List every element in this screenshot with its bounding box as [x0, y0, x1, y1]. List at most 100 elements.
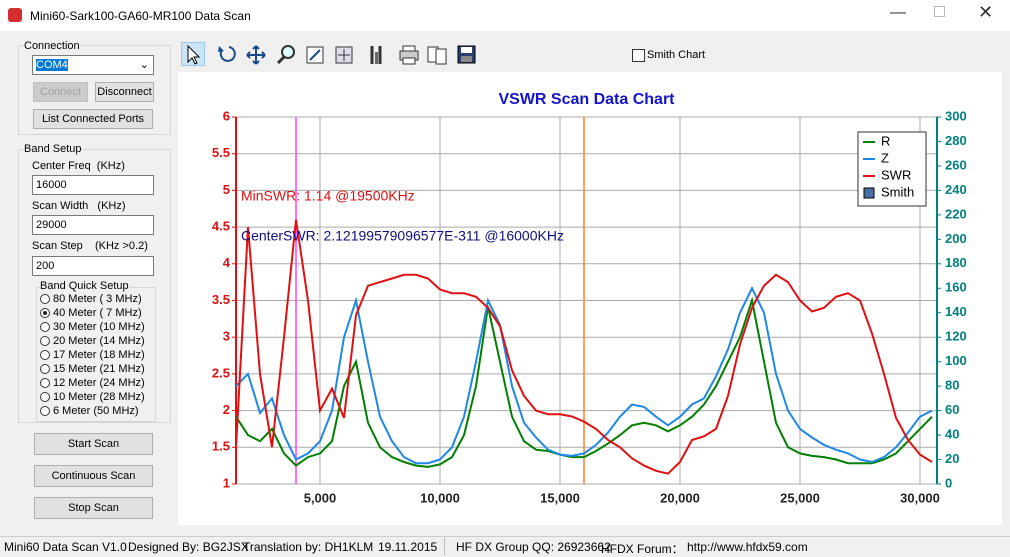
status-bar: [0, 536, 1010, 557]
status-text: HFDX Forum：: [601, 542, 684, 556]
y2-tick-label: 60: [945, 402, 959, 417]
y2-tick-label: 120: [945, 329, 967, 344]
radio-option[interactable]: 15 Meter (21 MHz): [40, 363, 145, 375]
y2-tick-label: 220: [945, 206, 967, 221]
port-value: COM4: [36, 59, 68, 71]
y2-tick-label: 240: [945, 182, 967, 197]
port-select[interactable]: COM4 ⌄: [32, 55, 154, 75]
field-label: Scan Step (KHz >0.2): [32, 240, 148, 252]
y2-tick-label: 100: [945, 353, 967, 368]
y-tick-label: 4.5: [212, 219, 230, 234]
center-input[interactable]: 16000: [32, 175, 154, 195]
minimize[interactable]: —: [890, 4, 906, 21]
action-button[interactable]: Start Scan: [34, 433, 153, 455]
x-tick-label: 15,000: [540, 490, 580, 505]
radio-label: 30 Meter (10 MHz): [53, 321, 145, 333]
y2-tick-label: 260: [945, 157, 967, 172]
y-tick-label: 4: [223, 255, 231, 270]
radio-label: 12 Meter (24 MHz): [53, 377, 145, 389]
radio-label: 10 Meter (28 MHz): [53, 391, 145, 403]
list-ports-button[interactable]: List Connected Ports: [33, 109, 153, 129]
checkbox-label: Smith Chart: [647, 49, 706, 61]
status-separator: [444, 538, 445, 555]
radio-circle: [40, 364, 50, 374]
radio-option[interactable]: 20 Meter (14 MHz): [40, 335, 145, 347]
radio-circle: [40, 322, 50, 332]
field-label: Center Freq (KHz): [32, 160, 125, 172]
radio-circle: [40, 378, 50, 388]
field-label: Scan Width (KHz): [32, 200, 126, 212]
y-tick-label: 6: [223, 108, 230, 123]
y-tick-label: 2.5: [212, 365, 230, 380]
radio-option[interactable]: 12 Meter (24 MHz): [40, 377, 145, 389]
y-tick-label: 1: [223, 475, 230, 490]
y-tick-label: 5: [223, 182, 230, 197]
group-title: Band Setup: [24, 143, 82, 155]
maximize[interactable]: [934, 6, 945, 17]
radio-option[interactable]: 10 Meter (28 MHz): [40, 391, 145, 403]
x-tick-label: 20,000: [660, 490, 700, 505]
y2-tick-label: 160: [945, 280, 967, 295]
x-tick-label: 30,000: [900, 490, 940, 505]
radio-option[interactable]: 40 Meter ( 7 MHz): [40, 307, 142, 319]
status-text: HF DX Group QQ: 26923662: [456, 540, 611, 554]
y-tick-label: 2: [223, 402, 230, 417]
status-text: 19.11.2015: [378, 540, 438, 554]
y2-tick-label: 80: [945, 378, 959, 393]
action-button[interactable]: Continuous Scan: [34, 465, 153, 487]
y2-tick-label: 280: [945, 133, 967, 148]
close[interactable]: ✕: [978, 2, 994, 22]
radio-circle: [40, 308, 50, 318]
radio-label: 15 Meter (21 MHz): [53, 363, 145, 375]
app-icon: [8, 8, 22, 22]
radio-circle: [40, 406, 50, 416]
disconnect-button[interactable]: Disconnect: [95, 82, 154, 102]
status-text: Translation by: DH1KLM: [243, 540, 374, 554]
width-input[interactable]: 29000: [32, 215, 154, 235]
y2-tick-label: 0: [945, 475, 952, 490]
y2-tick-label: 140: [945, 304, 967, 319]
radio-option[interactable]: 80 Meter ( 3 MHz): [40, 293, 142, 305]
legend: RZ SWR Smith: [857, 131, 927, 207]
window-title: Mini60-Sark100-GA60-MR100 Data Scan: [30, 9, 251, 23]
radio-label: 80 Meter ( 3 MHz): [53, 293, 142, 305]
title-bar: [0, 0, 1010, 31]
x-tick-label: 25,000: [780, 490, 820, 505]
series-line: [235, 219, 933, 475]
radio-circle: [40, 392, 50, 402]
radio-label: 17 Meter (18 MHz): [53, 349, 145, 361]
radio-circle: [40, 294, 50, 304]
action-button[interactable]: Stop Scan: [34, 497, 153, 519]
y2-tick-label: 180: [945, 255, 967, 270]
radio-label: 6 Meter (50 MHz): [53, 405, 139, 417]
series-line: [235, 286, 933, 465]
radio-option[interactable]: 17 Meter (18 MHz): [40, 349, 145, 361]
connect-button[interactable]: Connect: [33, 82, 88, 102]
y-tick-label: 3: [223, 329, 230, 344]
radio-label: 40 Meter ( 7 MHz): [53, 307, 142, 319]
radio-option[interactable]: 6 Meter (50 MHz): [40, 405, 139, 417]
status-text: Mini60 Data Scan V1.0: [4, 540, 127, 554]
chart-title: VSWR Scan Data Chart: [498, 91, 675, 108]
x-tick-label: 5,000: [304, 490, 337, 505]
radio-option[interactable]: 30 Meter (10 MHz): [40, 321, 145, 333]
toolbar-icons: [187, 44, 476, 65]
y2-tick-label: 300: [945, 108, 967, 123]
radio-circle: [40, 350, 50, 360]
legend-label: Z: [881, 150, 889, 165]
chart: VSWR Scan Data Chart 5,000 10,000 15,000 20,…: [178, 72, 1002, 525]
annotation: MinSWR: 1.14 @19500KHz: [241, 188, 415, 204]
y2-tick-label: 200: [945, 231, 967, 246]
group-title: Connection: [24, 40, 80, 52]
y-tick-label: 1.5: [212, 439, 230, 454]
status-text: Designed By: BG2JSX: [128, 540, 249, 554]
status-text: http://www.hfdx59.com: [687, 540, 808, 554]
legend-label: SWR: [881, 167, 911, 182]
radio-circle: [40, 336, 50, 346]
smith-checkbox[interactable]: [632, 49, 645, 62]
legend-swatch: [863, 187, 875, 199]
group-title: Band Quick Setup: [40, 280, 129, 292]
step-input[interactable]: 200: [32, 256, 154, 276]
series-line: [235, 296, 933, 468]
